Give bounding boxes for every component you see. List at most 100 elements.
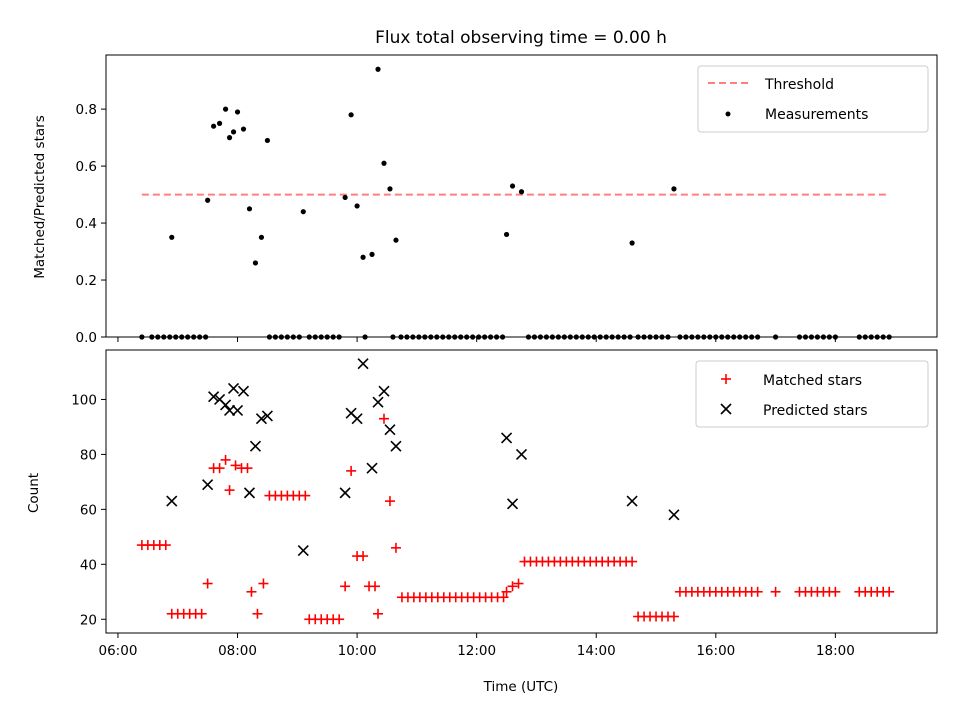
- measurement-point: [375, 66, 381, 72]
- x-tick-label: 14:00: [577, 643, 616, 659]
- top-legend: Threshold Measurements: [697, 65, 929, 133]
- predicted-point: [202, 479, 214, 491]
- predicted-point: [208, 391, 220, 403]
- bottom-y-tick-label: 100: [71, 392, 97, 408]
- top-axes-frame: [105, 54, 938, 338]
- top-legend-box: [697, 65, 929, 133]
- predicted-point: [626, 495, 638, 507]
- matched-point: [160, 540, 171, 551]
- matched-point: [258, 578, 269, 589]
- predicted-point: [384, 424, 396, 436]
- top-y-tick-label: 0.0: [76, 330, 97, 346]
- measurement-point: [354, 203, 360, 209]
- predicted-point: [166, 495, 178, 507]
- matched-point: [358, 551, 369, 562]
- matched-point: [770, 586, 781, 597]
- measurement-point: [211, 123, 217, 129]
- matched-point: [246, 586, 257, 597]
- predicted-point: [255, 413, 268, 425]
- predicted-point: [220, 399, 232, 411]
- measurement-point: [300, 209, 306, 215]
- matched-point: [346, 465, 357, 476]
- matched-point: [627, 556, 638, 567]
- measurement-point: [226, 135, 233, 141]
- matched-point: [501, 586, 512, 597]
- matched-point: [884, 586, 895, 597]
- predicted-point: [500, 432, 513, 444]
- matched-point: [390, 542, 401, 553]
- measurement-point: [252, 260, 259, 266]
- measurements-legend-marker: [725, 111, 731, 117]
- predicted-point: [237, 385, 250, 397]
- x-tick-label: 08:00: [218, 643, 257, 659]
- predicted-point: [372, 396, 384, 408]
- measurement-point: [671, 186, 677, 192]
- predicted-point: [357, 358, 369, 370]
- matched-point: [252, 608, 263, 619]
- ratio-panel: Flux total observing time = 0.00 h Match…: [32, 28, 938, 346]
- measurement-point: [246, 206, 253, 212]
- measurement-point: [205, 197, 211, 203]
- measurement-point: [360, 254, 366, 260]
- measurement-point: [629, 240, 635, 246]
- predicted-point: [515, 448, 528, 460]
- x-tick-label: 16:00: [696, 643, 735, 659]
- count-panel: Count Time (UTC) 06:00 08:00 10:00 12:00 14:…: [26, 349, 938, 695]
- matched-point: [334, 614, 345, 625]
- matched-point: [668, 611, 679, 622]
- x-tick-label: 06:00: [99, 643, 138, 659]
- predicted-point: [378, 385, 390, 397]
- matched-point: [202, 578, 213, 589]
- top-y-tick-label: 0.4: [76, 216, 97, 232]
- top-y-axis-label: Matched/Predicted stars: [32, 115, 48, 278]
- x-tick-label: 12:00: [457, 643, 496, 659]
- x-axis-label: Time (UTC): [483, 679, 559, 695]
- measurement-point: [216, 120, 223, 126]
- matched-point: [214, 463, 225, 474]
- measurement-point: [348, 112, 354, 118]
- bottom-axes-frame: [105, 349, 938, 634]
- x-tick-label: 18:00: [816, 643, 855, 659]
- predicted-point: [261, 410, 273, 422]
- matched-point: [196, 608, 207, 619]
- bottom-legend-box: [695, 360, 929, 428]
- measurement-point: [369, 251, 375, 257]
- matched-point: [220, 454, 231, 465]
- measurement-point: [503, 231, 510, 238]
- measurement-point: [264, 137, 271, 144]
- measurement-point: [222, 106, 229, 112]
- predicted-point: [506, 498, 519, 510]
- bottom-y-tick-label: 60: [80, 502, 97, 518]
- predicted-point: [366, 462, 378, 474]
- matched-point: [378, 413, 389, 424]
- predicted-legend-label: Predicted stars: [763, 403, 868, 419]
- measurement-point: [342, 194, 348, 201]
- matched-legend-label: Matched stars: [763, 373, 862, 389]
- predicted-point: [249, 440, 262, 452]
- predicted-point: [243, 487, 256, 499]
- matched-point: [370, 581, 381, 592]
- matched-point: [384, 496, 395, 507]
- bottom-legend: Matched stars Predicted stars: [695, 360, 929, 428]
- measurement-point: [393, 237, 399, 243]
- matched-point: [373, 608, 384, 619]
- measurement-point: [230, 129, 237, 135]
- measurement-point: [509, 183, 516, 189]
- measurement-point: [234, 109, 241, 115]
- matched-point: [340, 581, 351, 592]
- matched-point: [498, 592, 509, 603]
- matched-point: [752, 586, 763, 597]
- predicted-point: [223, 404, 236, 417]
- bottom-ticks: 06:00 08:00 10:00 12:00 14:00 16:00 18:00 20 40 6…: [71, 392, 855, 659]
- measurement-point: [381, 160, 387, 166]
- matched-point: [300, 490, 311, 501]
- predicted-point: [339, 487, 351, 499]
- predicted-point: [390, 440, 402, 452]
- predicted-point: [668, 509, 680, 521]
- top-y-tick-label: 0.2: [76, 273, 97, 289]
- measurements-legend-label: Measurements: [765, 107, 868, 123]
- measurement-point: [258, 234, 265, 240]
- bottom-y-tick-label: 40: [80, 557, 97, 573]
- measurement-point: [240, 126, 247, 132]
